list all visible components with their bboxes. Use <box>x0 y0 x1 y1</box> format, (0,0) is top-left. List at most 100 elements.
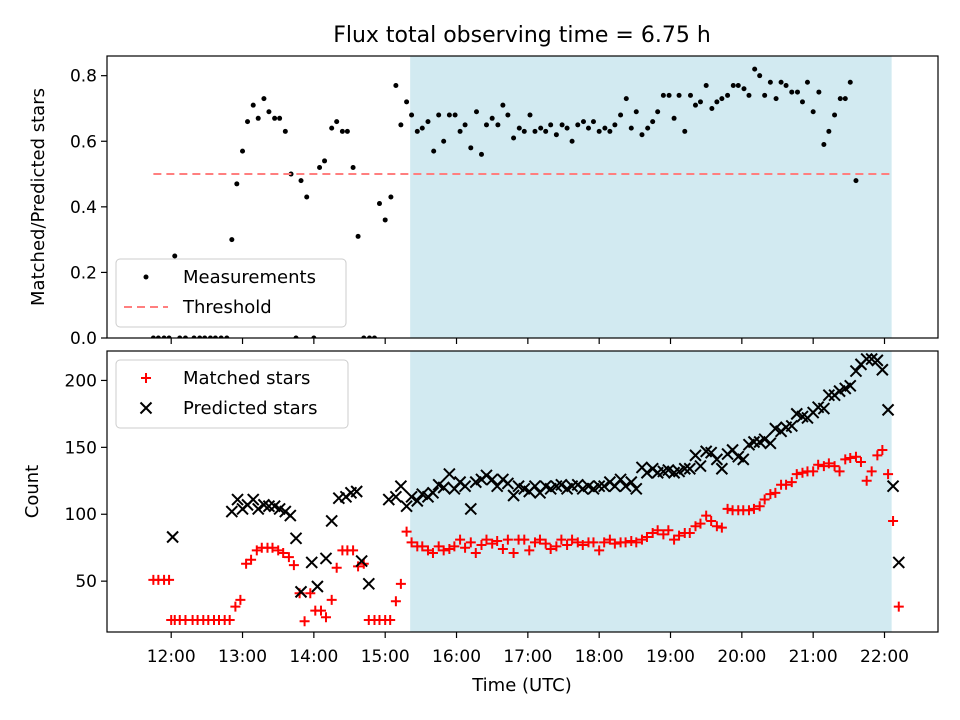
matched-stars-point <box>502 534 513 545</box>
measurement-point <box>317 164 323 170</box>
matched-stars-point <box>164 574 175 585</box>
measurement-point <box>842 96 848 102</box>
matched-stars-point <box>267 542 278 553</box>
predicted-stars-point <box>892 556 905 569</box>
predicted-stars-point <box>225 505 239 518</box>
measurement-point <box>431 148 437 154</box>
measurement-point <box>757 73 763 79</box>
matched-stars-point <box>427 548 438 559</box>
matched-stars-point <box>230 601 241 612</box>
measurement-point <box>596 128 602 134</box>
measurement-point <box>329 125 335 131</box>
matched-stars-point <box>551 541 562 552</box>
legend-box <box>115 258 347 328</box>
y-tick-label: 100 <box>65 505 97 525</box>
predicted-stars-point <box>592 479 606 493</box>
measurement-point <box>177 335 183 338</box>
matched-stars-point <box>497 544 508 555</box>
measurement-point <box>155 335 161 338</box>
matched-stars-point <box>331 562 342 573</box>
matched-stars-point <box>556 534 567 545</box>
measurement-point <box>789 89 795 95</box>
predicted-stars-point <box>614 473 627 486</box>
matched-stars-point <box>278 548 289 559</box>
predicted-stars-point <box>355 554 368 568</box>
predicted-stars-point <box>252 502 265 516</box>
measurement-point <box>202 335 208 338</box>
measurement-point <box>229 237 235 243</box>
predicted-stars-point <box>640 466 654 479</box>
measurement-point <box>730 83 736 89</box>
measurement-point <box>419 125 425 131</box>
measurement-point <box>404 99 410 105</box>
measurement-point <box>816 89 822 95</box>
measurement-point <box>393 83 399 89</box>
measurement-point <box>714 99 720 105</box>
measurement-point <box>255 115 261 121</box>
matched-stars-point <box>797 467 808 478</box>
measurement-point <box>344 128 350 134</box>
measurement-point <box>762 92 768 98</box>
measurement-point <box>489 115 495 121</box>
measurement-point <box>182 335 188 338</box>
measurement-point <box>569 138 575 144</box>
predicted-stars-point <box>886 479 900 493</box>
predicted-stars-point <box>394 479 408 493</box>
x-tick-label: 16:00 <box>432 647 481 667</box>
x-tick-label: 17:00 <box>503 647 552 667</box>
measurement-point <box>462 122 468 128</box>
matched-stars-point <box>567 534 578 545</box>
predicted-stars-point <box>597 479 611 493</box>
measurement-point <box>446 112 452 118</box>
matched-stars-point <box>599 537 610 548</box>
matched-stars-point <box>481 534 492 545</box>
matched-stars-point <box>224 614 235 625</box>
measurement-point <box>650 119 656 125</box>
bottom-y-axis-label: Count <box>22 465 43 518</box>
x-tick-label: 12:00 <box>147 647 196 667</box>
x-tick-label: 15:00 <box>361 647 410 667</box>
measurement-point <box>409 112 415 118</box>
predicted-stars-point <box>715 462 729 475</box>
measurement-point <box>282 128 288 134</box>
matched-stars-point <box>695 518 706 529</box>
measurement-point <box>548 122 554 128</box>
top-y-axis-label: Matched/Predicted stars <box>28 88 49 306</box>
measurement-point <box>322 158 328 164</box>
predicted-stars-point <box>350 485 363 498</box>
measurement-point <box>532 128 538 134</box>
measurement-point <box>457 128 463 134</box>
measurement-point <box>725 92 731 98</box>
top-panel: 0.00.20.40.60.8 Matched/Predicted stars … <box>28 0 939 349</box>
predicted-stars-point <box>247 493 260 506</box>
matched-stars-point <box>770 487 781 498</box>
predicted-stars-point <box>528 479 542 493</box>
measurement-point <box>543 128 549 134</box>
measurement-point <box>821 142 827 148</box>
measurement-point <box>234 181 240 187</box>
measurement-point <box>639 132 645 138</box>
measurement-point <box>212 335 218 338</box>
x-axis-label: Time (UTC) <box>471 675 572 696</box>
measurement-point <box>553 132 559 138</box>
measurement-point <box>719 96 725 102</box>
matched-stars-point <box>594 545 605 556</box>
measurement-point <box>339 128 345 134</box>
measurement-point <box>150 335 156 338</box>
matched-stars-point <box>620 537 631 548</box>
measurement-point <box>767 79 773 85</box>
matched-stars-point <box>631 537 642 548</box>
measurement-point <box>197 335 203 338</box>
measurement-point <box>655 109 661 115</box>
matched-stars-point <box>246 554 257 565</box>
measurement-point <box>875 0 880 3</box>
y-tick-label: 150 <box>65 438 97 458</box>
matched-stars-point <box>417 541 428 552</box>
predicted-stars-point <box>464 502 477 516</box>
matched-stars-point <box>711 521 722 532</box>
matched-stars-point <box>534 534 545 545</box>
measurement-point <box>703 83 709 89</box>
observing-window-shade <box>410 56 892 338</box>
predicted-stars-point <box>876 363 889 376</box>
legend-marker <box>141 373 151 383</box>
